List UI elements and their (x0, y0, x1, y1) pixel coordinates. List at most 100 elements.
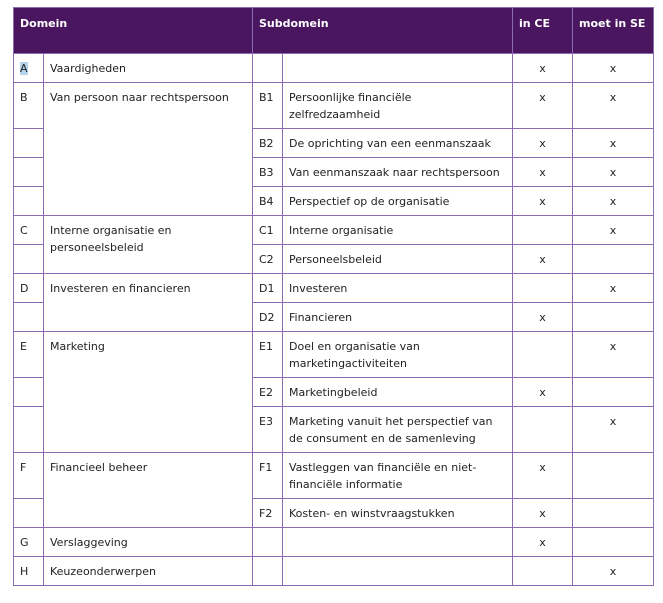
in-ce-mark: x (512, 157, 573, 187)
header-subdomein: Subdomein (252, 7, 513, 54)
subdomain-code: D2 (252, 302, 283, 332)
domain-letter: F (13, 452, 44, 499)
table-row: B4 Perspectief op de organisatie x x (13, 186, 654, 216)
in-ce-mark (512, 215, 573, 245)
domain-name: Marketing (43, 331, 253, 453)
in-ce-mark: x (512, 498, 573, 528)
subdomain-name: Persoonlijke financiële zelfredzaamheid (282, 82, 513, 129)
subdomain-name: Investeren (282, 273, 513, 303)
in-ce-mark (512, 556, 573, 586)
subdomain-name (282, 527, 513, 557)
subdomain-code: F1 (252, 452, 283, 499)
subdomain-name: Marketing vanuit het perspectief van de … (282, 406, 513, 453)
moet-in-se-mark (572, 302, 654, 332)
domain-letter (13, 186, 44, 216)
subdomain-code: B2 (252, 128, 283, 158)
domain-letter: E (13, 331, 44, 378)
domain-name: Van persoon naar rechtspersoon (43, 82, 253, 216)
in-ce-mark: x (512, 244, 573, 274)
table-row: H Keuzeonderwerpen x (13, 556, 654, 586)
domain-name: Interne organisatie en personeelsbeleid (43, 215, 253, 274)
subdomain-code: C2 (252, 244, 283, 274)
domain-name: Verslaggeving (43, 527, 253, 557)
moet-in-se-mark (572, 498, 654, 528)
domain-letter: G (13, 527, 44, 557)
moet-in-se-mark: x (572, 186, 654, 216)
moet-in-se-mark: x (572, 215, 654, 245)
moet-in-se-mark: x (572, 406, 654, 453)
header-in-ce: in CE (512, 7, 573, 54)
moet-in-se-mark (572, 527, 654, 557)
subdomain-code: B4 (252, 186, 283, 216)
selected-text: A (20, 62, 28, 75)
table-row: G Verslaggeving x (13, 527, 654, 557)
subdomain-name: Perspectief op de organisatie (282, 186, 513, 216)
domain-letter (13, 128, 44, 158)
domain-letter: B (13, 82, 44, 129)
in-ce-mark: x (512, 186, 573, 216)
subdomain-name: Van eenmanszaak naar rechtspersoon (282, 157, 513, 187)
table-row: F2 Kosten- en winstvraagstukken x (13, 498, 654, 528)
domain-letter: H (13, 556, 44, 586)
in-ce-mark (512, 273, 573, 303)
table-row: E3 Marketing vanuit het perspectief van d… (13, 406, 654, 453)
domain-name: Investeren en financieren (43, 273, 253, 332)
in-ce-mark: x (512, 302, 573, 332)
domain-name: Keuzeonderwerpen (43, 556, 253, 586)
in-ce-mark: x (512, 377, 573, 407)
subdomain-code: E3 (252, 406, 283, 453)
domain-letter: C (13, 215, 44, 245)
subdomain-code: F2 (252, 498, 283, 528)
moet-in-se-mark (572, 244, 654, 274)
subdomain-code: D1 (252, 273, 283, 303)
table-row: B Van persoon naar rechtspersoon B1 Persoon… (13, 82, 654, 216)
moet-in-se-mark: x (572, 331, 654, 378)
subdomain-code (252, 556, 283, 586)
domain-table: Domein Subdomein in CE moet in SE A Vaard… (13, 7, 654, 586)
subdomain-code (252, 53, 283, 83)
table-row: C Interne organisatie en personeelsbeleid… (13, 215, 654, 274)
in-ce-mark (512, 406, 573, 453)
domain-name: Financieel beheer (43, 452, 253, 528)
domain-letter (13, 377, 44, 407)
subdomain-code (252, 527, 283, 557)
subdomain-name: Personeelsbeleid (282, 244, 513, 274)
domain-letter: A (13, 53, 44, 83)
domain-letter: D (13, 273, 44, 303)
subdomain-name: Marketingbeleid (282, 377, 513, 407)
header-moet-in-se: moet in SE (572, 7, 654, 54)
table-row: E Marketing E1 Doel en organisatie van mark… (13, 331, 654, 453)
subdomain-name (282, 53, 513, 83)
moet-in-se-mark: x (572, 82, 654, 129)
in-ce-mark: x (512, 128, 573, 158)
subdomain-name (282, 556, 513, 586)
domain-letter (13, 302, 44, 332)
subdomain-code: E1 (252, 331, 283, 378)
in-ce-mark: x (512, 527, 573, 557)
subdomain-name: Doel en organisatie van marketingactivit… (282, 331, 513, 378)
subdomain-code: B3 (252, 157, 283, 187)
domain-letter (13, 406, 44, 453)
table-row: D Investeren en financieren D1 Investeren x (13, 273, 654, 332)
subdomain-code: E2 (252, 377, 283, 407)
moet-in-se-mark: x (572, 273, 654, 303)
domain-letter (13, 244, 44, 274)
in-ce-mark: x (512, 53, 573, 83)
table-row: A Vaardigheden x x (13, 53, 654, 83)
moet-in-se-mark (572, 452, 654, 499)
table-row: F Financieel beheer F1 Vastleggen van finan… (13, 452, 654, 528)
table-row: C2 Personeelsbeleid x (13, 244, 654, 274)
in-ce-mark: x (512, 82, 573, 129)
domain-letter (13, 498, 44, 528)
domain-letter (13, 157, 44, 187)
subdomain-name: Vastleggen van financiële en niet-financ… (282, 452, 513, 499)
moet-in-se-mark: x (572, 157, 654, 187)
subdomain-name: De oprichting van een eenmanszaak (282, 128, 513, 158)
domain-name: Vaardigheden (43, 53, 253, 83)
moet-in-se-mark: x (572, 556, 654, 586)
moet-in-se-mark: x (572, 128, 654, 158)
header-row: Domein Subdomein in CE moet in SE (13, 7, 654, 54)
subdomain-name: Interne organisatie (282, 215, 513, 245)
table-row: E2 Marketingbeleid x (13, 377, 654, 407)
table-row: B3 Van eenmanszaak naar rechtspersoon x x (13, 157, 654, 187)
